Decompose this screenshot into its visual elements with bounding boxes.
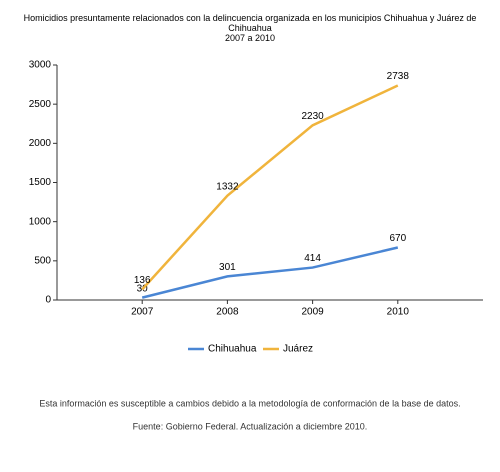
- y-tick-label: 3000: [29, 60, 52, 71]
- note: Fuente: Gobierno Federal. Actualización …: [133, 421, 368, 431]
- data-label: 414: [304, 253, 321, 264]
- chart-title: Homicidios presuntamente relacionados co…: [23, 13, 477, 33]
- legend-label: Chihuahua: [208, 344, 257, 355]
- data-label: 136: [134, 275, 151, 286]
- y-tick-label: 500: [34, 255, 51, 266]
- legend-label: Juárez: [283, 344, 313, 355]
- y-tick-label: 2500: [29, 99, 52, 110]
- y-tick-label: 1500: [29, 177, 52, 188]
- data-label: 2230: [301, 111, 324, 122]
- series-line: [141, 84, 399, 291]
- y-tick-label: 2000: [29, 138, 52, 149]
- data-label: 670: [389, 233, 406, 244]
- chart-subtitle: 2007 a 2010: [224, 33, 276, 43]
- data-label: 301: [219, 262, 236, 273]
- x-tick-label: 2008: [216, 307, 239, 318]
- x-tick-label: 2010: [387, 307, 410, 318]
- data-label: 2738: [387, 71, 410, 82]
- x-tick-label: 2007: [131, 307, 154, 318]
- series-line: [141, 246, 399, 299]
- chart-header: Homicidios presuntamente relacionados co…: [20, 13, 480, 43]
- y-tick-label: 0: [45, 295, 51, 306]
- data-label: 1332: [216, 181, 239, 192]
- note: Esta información es susceptible a cambio…: [39, 398, 460, 408]
- y-tick-label: 1000: [29, 216, 52, 227]
- x-tick-label: 2009: [301, 307, 324, 318]
